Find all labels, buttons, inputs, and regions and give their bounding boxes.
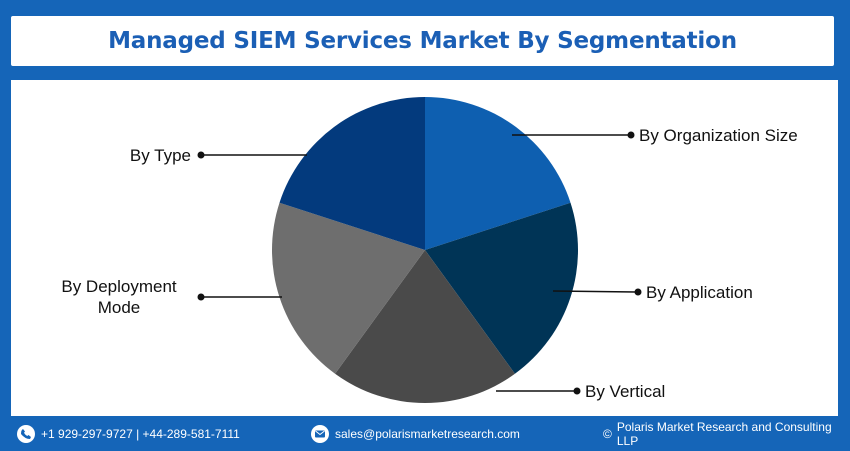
pie-label: By Application <box>646 283 753 302</box>
pie-label: By Organization Size <box>639 126 798 145</box>
copyright-text: Polaris Market Research and Consulting L… <box>616 420 832 448</box>
copyright-symbol: © <box>603 427 612 441</box>
title-bar: Managed SIEM Services Market By Segmenta… <box>11 16 834 66</box>
pie-label: By Deployment Mode <box>61 277 177 317</box>
leader-dot <box>573 387 581 395</box>
pie-label: By Vertical <box>585 382 665 401</box>
leader-dot <box>634 288 642 296</box>
pie-slice-by-deployment-mode <box>272 202 425 374</box>
pie-slice-by-application <box>425 202 578 374</box>
chart-title: Managed SIEM Services Market By Segmenta… <box>108 28 737 54</box>
footer-phone: +1 929-297-9727 | +44-289-581-7111 <box>17 425 240 443</box>
pie-slice-by-vertical <box>335 250 515 404</box>
footer-email: sales@polarismarketresearch.com <box>311 425 520 443</box>
footer-copyright: © Polaris Market Research and Consulting… <box>603 420 850 448</box>
leader-dot <box>627 131 635 139</box>
email-icon <box>311 425 329 443</box>
pie-slice-by-organization-size <box>425 97 571 250</box>
phone-icon <box>17 425 35 443</box>
leader-dot <box>197 151 205 159</box>
leader-line <box>552 290 639 293</box>
email-text[interactable]: sales@polarismarketresearch.com <box>335 427 520 441</box>
pie-label: By Type <box>130 146 191 165</box>
leader-dot <box>197 293 205 301</box>
phone-text: +1 929-297-9727 | +44-289-581-7111 <box>41 427 240 441</box>
footer: +1 929-297-9727 | +44-289-581-7111 sales… <box>0 419 850 449</box>
pie-slice-by-type <box>279 97 425 250</box>
